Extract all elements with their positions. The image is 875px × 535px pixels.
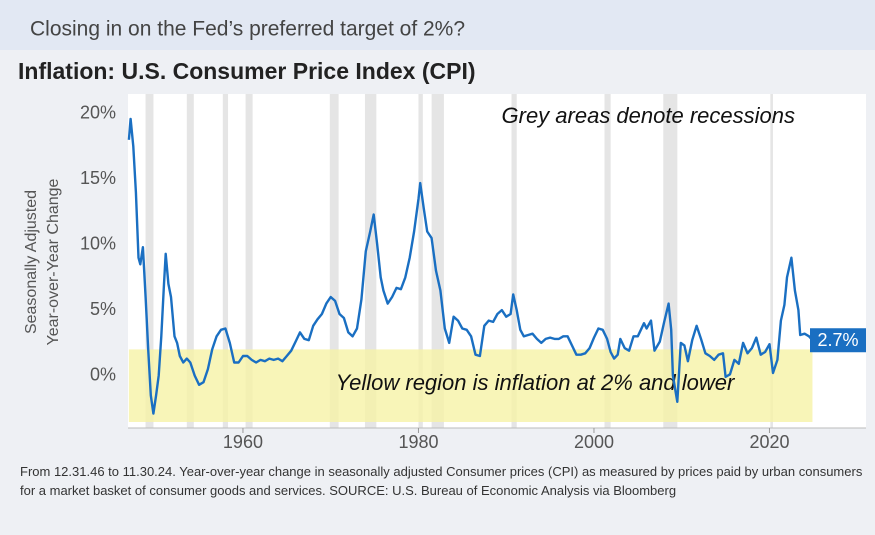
recession-band — [604, 94, 611, 428]
y-tick-label: 0% — [90, 364, 116, 384]
chart-title: Inflation: U.S. Consumer Price Index (CP… — [18, 58, 476, 84]
y-label-line: Year-over-Year Change — [45, 178, 62, 345]
y-tick-label: 10% — [80, 233, 116, 253]
x-tick-label: 1960 — [223, 432, 263, 452]
y-tick-label: 5% — [90, 299, 116, 319]
end-label-box — [810, 328, 866, 353]
subtitle: Closing in on the Fed’s preferred target… — [30, 18, 465, 41]
recession-band — [245, 94, 253, 428]
recession-band — [145, 94, 154, 428]
y-tick-label: 15% — [80, 168, 116, 188]
recession-band — [663, 94, 678, 428]
header-band — [0, 0, 875, 50]
footnote: From 12.31.46 to 11.30.24. Year-over-yea… — [20, 464, 863, 498]
y-label-line: Seasonally Adjusted — [23, 190, 40, 334]
recession-band — [511, 94, 517, 428]
y-tick-label: 20% — [80, 102, 116, 122]
recession-band — [186, 94, 194, 428]
y-label: Seasonally Adjusted Year-over-Year Chang… — [23, 178, 62, 345]
x-tick-label: 2020 — [749, 432, 789, 452]
recession-band — [770, 94, 773, 428]
cpi-line — [127, 117, 814, 415]
annotation: Grey areas denote recessions — [502, 103, 796, 128]
x-tick-label: 2000 — [574, 432, 614, 452]
target-region — [128, 349, 813, 422]
recession-band — [222, 94, 229, 428]
recession-band — [418, 94, 423, 428]
recession-band — [431, 94, 444, 428]
end-label: 2.7% — [817, 330, 858, 350]
annotation: Yellow region is inflation at 2% and low… — [336, 370, 736, 395]
recession-band — [364, 94, 377, 428]
x-tick-label: 1980 — [398, 432, 438, 452]
recession-band — [329, 94, 339, 428]
chart: Closing in on the Fed’s preferred target… — [0, 0, 875, 452]
